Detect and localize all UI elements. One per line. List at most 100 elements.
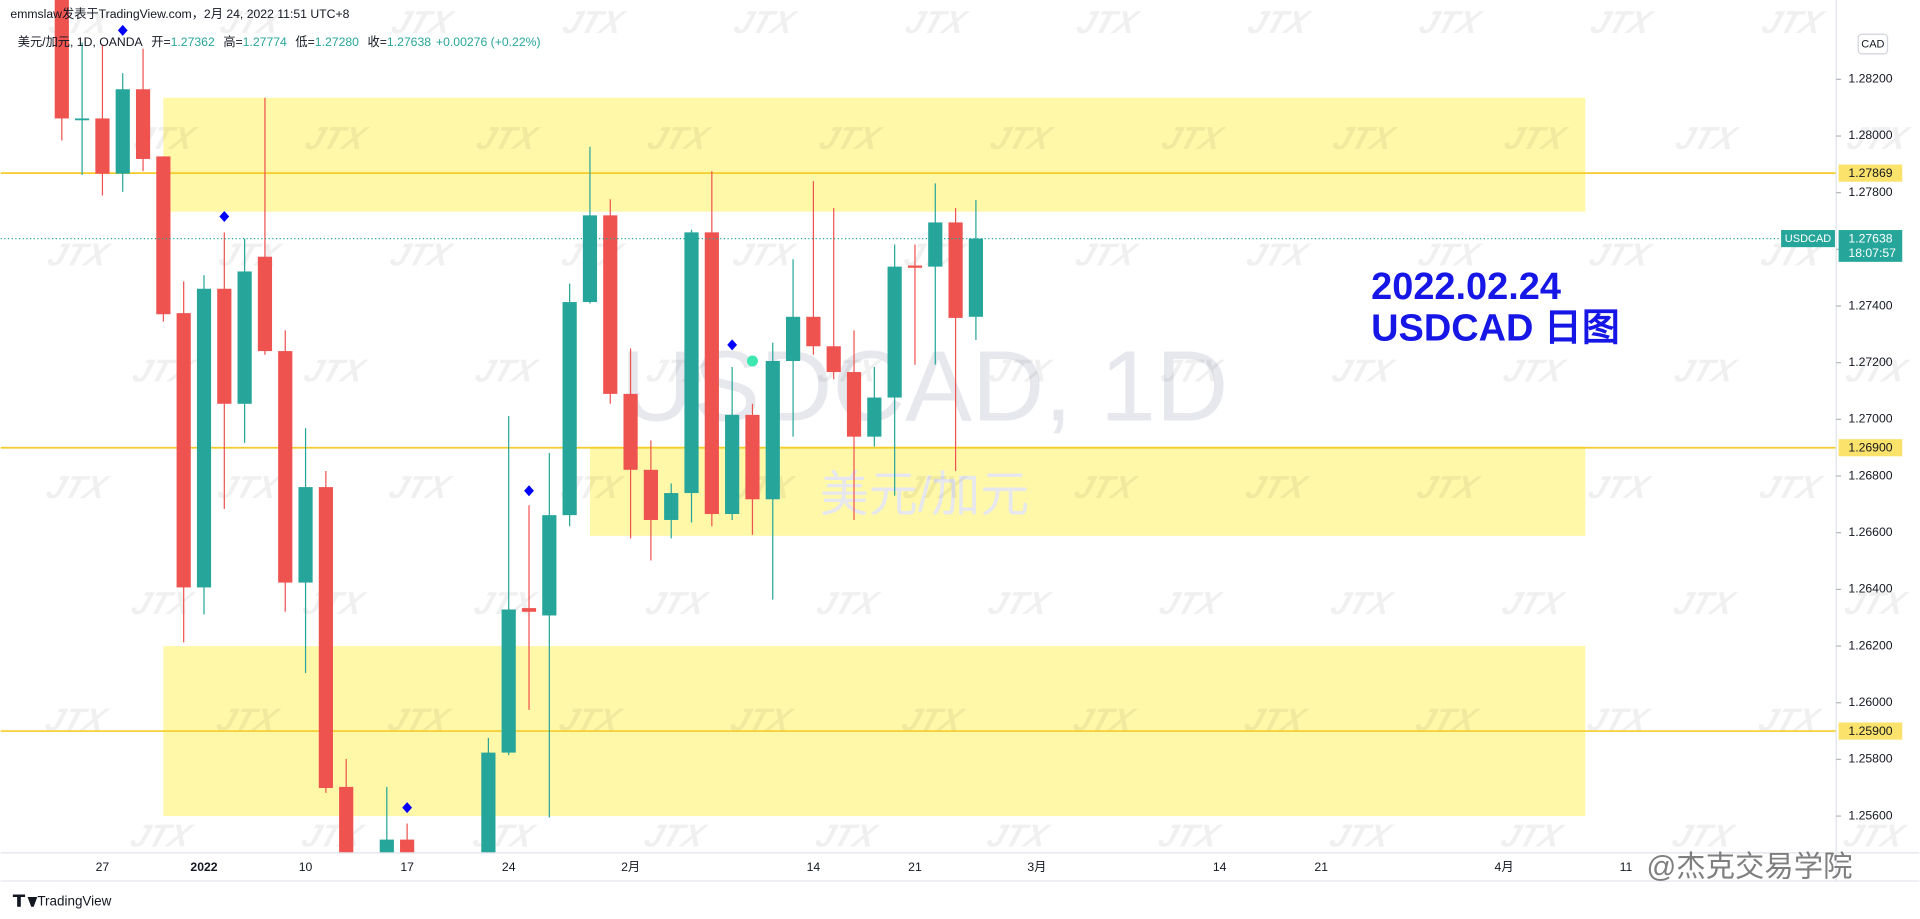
y-tick-label: 1.25800 (1848, 752, 1892, 766)
candle-body (339, 786, 354, 853)
stamp: JTX (42, 469, 114, 505)
stamp: JTX (984, 585, 1056, 621)
stamp: JTX (1669, 585, 1741, 621)
marker (746, 355, 758, 367)
axes: 1.282001.280001.278001.276001.274001.272… (96, 72, 1903, 874)
stamp: JTX (729, 236, 801, 272)
level-label: 1.27869 (1848, 166, 1892, 180)
annotation: 2022.02.24 (1371, 266, 1561, 308)
y-tick-label: 1.27000 (1848, 412, 1892, 426)
price-tag (1838, 230, 1903, 262)
y-tick-label: 1.28200 (1848, 72, 1892, 86)
y-tick-label: 1.26400 (1848, 582, 1892, 596)
candle-body (603, 215, 618, 394)
y-tick-label: 1.28000 (1848, 128, 1892, 142)
candle-body (968, 238, 984, 317)
x-tick-label: 17 (400, 860, 414, 874)
x-tick-label: 2月 (621, 860, 640, 874)
stamp: JTX (1328, 352, 1400, 388)
stamp: JTX (216, 4, 288, 40)
y-tick-label: 1.26800 (1848, 468, 1892, 482)
stamp: JTX (1071, 236, 1143, 272)
stamp: JTX (126, 817, 198, 853)
candle-body (54, 0, 69, 119)
y-tick-label: 1.27400 (1848, 298, 1892, 312)
stamp: JTX (1154, 817, 1226, 853)
candle-body (521, 608, 537, 612)
x-tick-label: 27 (96, 860, 110, 874)
x-tick-label: 14 (807, 860, 821, 874)
y-tick-label: 1.27200 (1848, 355, 1892, 369)
stamp: JTX (1585, 236, 1657, 272)
y-tick-label: 1.26600 (1848, 525, 1892, 539)
candle-body (907, 265, 923, 268)
stamp: JTX (297, 817, 369, 853)
stamp: JTX (1584, 469, 1656, 505)
stamp: JTX (642, 352, 714, 388)
x-tick-label: 3月 (1027, 860, 1046, 874)
watermark-subtitle: 美元/加元 (820, 468, 1029, 522)
x-tick-label: 4月 (1495, 860, 1514, 874)
stamp: JTX (469, 817, 541, 853)
stamp: JTX (1327, 585, 1399, 621)
candle-body (765, 361, 780, 500)
stamp: JTX (1325, 817, 1397, 853)
ohlc-label: 收= (368, 35, 387, 49)
stamp: JTX (214, 469, 286, 505)
ohlc-label: 低= (295, 35, 314, 49)
candle-body (237, 271, 252, 404)
watermarks: USDCAD, 1D 美元/加元 JTX JTX JTX JTX JTX JTX JTX JT… (41, 4, 1915, 854)
candle-body (379, 839, 394, 853)
stamp: JTX (301, 120, 373, 156)
candle-body (704, 232, 719, 515)
candle-body (664, 493, 679, 520)
candle-body (135, 89, 151, 159)
stamp: JTX (1329, 120, 1401, 156)
candle-body (826, 346, 841, 373)
currency-box (1857, 33, 1889, 55)
level-tag (1838, 722, 1903, 740)
symbol: 美元/加元, 1D, OANDA (18, 35, 144, 49)
stamp: JTX (1244, 4, 1316, 40)
stamp: JTX (385, 469, 457, 505)
marker (219, 210, 230, 222)
candle-body (562, 302, 577, 516)
candle-body (806, 316, 821, 347)
price-tag-label: 1.27638 (1848, 231, 1892, 245)
annotation: USDCAD 日图 (1371, 307, 1620, 349)
ohlc-value: 1.27280 (315, 35, 359, 49)
stamp: JTX (983, 817, 1055, 853)
stamp: JTX (1668, 817, 1740, 853)
ohlc-value: 1.27638 (387, 35, 431, 49)
currency: CAD (1861, 39, 1884, 51)
stamp: JTX (1586, 4, 1658, 40)
stamp: JTX (813, 585, 885, 621)
stamp: JTX (1414, 236, 1486, 272)
candle-body (176, 313, 191, 588)
stamp: JTX (899, 469, 971, 505)
stamp: JTX (644, 120, 716, 156)
candle-body (75, 118, 90, 121)
x-tick-label: 21 (1314, 860, 1328, 874)
y-tick-label: 1.26200 (1848, 638, 1892, 652)
stamp: JTX (1843, 120, 1915, 156)
stamp: JTX (387, 4, 459, 40)
byline: emmslaw发表于TradingView.com，2月 24, 2022 11… (10, 6, 349, 21)
stamp: JTX (1840, 585, 1912, 621)
symbol-tag (1781, 230, 1835, 248)
stamp: JTX (1070, 469, 1142, 505)
candle-body (643, 469, 658, 520)
ohlc-value: 1.27774 (243, 35, 287, 49)
watermark-title: USDCAD, 1D (621, 331, 1229, 443)
stamp: JTX (1156, 352, 1228, 388)
stamp: JTX (901, 4, 973, 40)
y-tick-label: 1.25600 (1848, 808, 1892, 822)
x-tick-label: 14 (1213, 860, 1227, 874)
y-tick-label: 1.27800 (1848, 185, 1892, 199)
candle-body (196, 288, 212, 588)
x-tick-label: 2022 (190, 860, 217, 874)
stamp: JTX (727, 469, 799, 505)
candle-body (887, 266, 902, 398)
ohlc-label: 开= (151, 35, 170, 49)
stamp: JTX (386, 236, 458, 272)
